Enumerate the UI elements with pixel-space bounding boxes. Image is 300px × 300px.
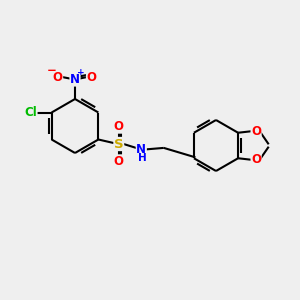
Text: O: O xyxy=(114,120,124,133)
Text: N: N xyxy=(136,143,146,156)
Text: O: O xyxy=(251,153,261,166)
Text: O: O xyxy=(86,70,97,84)
Text: O: O xyxy=(251,125,261,138)
Text: −: − xyxy=(47,64,56,77)
Text: S: S xyxy=(114,137,124,151)
Text: +: + xyxy=(76,68,84,77)
Text: H: H xyxy=(137,153,146,164)
Text: O: O xyxy=(114,155,124,168)
Text: O: O xyxy=(52,70,63,84)
Text: Cl: Cl xyxy=(24,106,37,119)
Text: N: N xyxy=(70,73,80,86)
